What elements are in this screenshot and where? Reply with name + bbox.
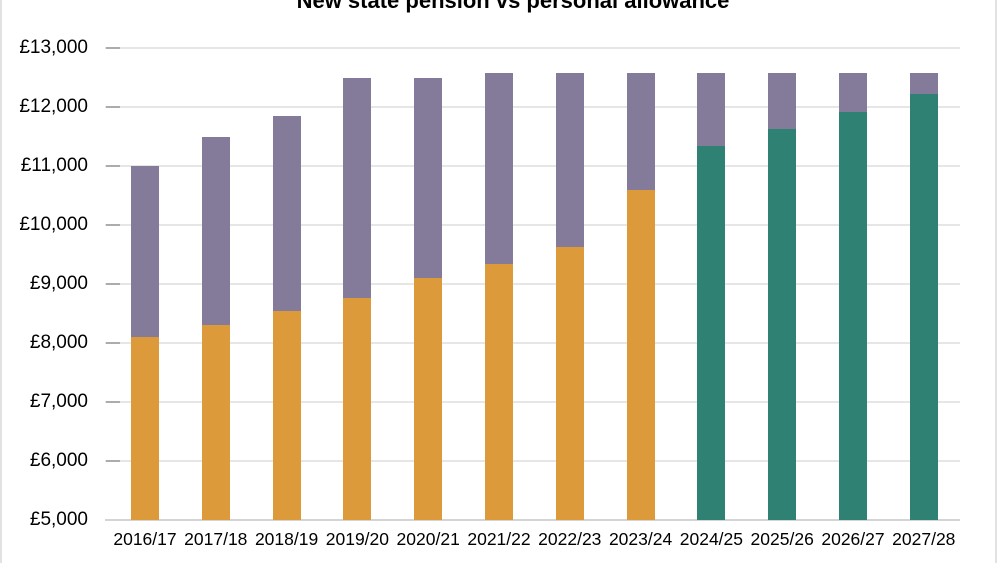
y-axis-label: £6,000 [29, 450, 88, 471]
bar-segment-pension-projected [839, 111, 867, 520]
y-axis-label: £11,000 [20, 155, 88, 176]
bar-segment-pension-projected [768, 129, 797, 520]
card-left-border [0, 0, 2, 563]
bar-segment-allowance-gap [414, 77, 443, 278]
bar-segment-pension-projected [697, 145, 726, 520]
bar-segment-pension-projected [909, 94, 938, 520]
bar-segment-allowance-gap [768, 73, 797, 130]
y-gridline [105, 460, 960, 462]
x-axis-label: 2027/28 [892, 529, 956, 549]
bar-segment-pension-actual [343, 297, 372, 520]
bar-segment-allowance-gap [626, 73, 655, 190]
bar-segment-pension-actual [201, 325, 230, 520]
y-axis-tick [106, 224, 120, 226]
y-axis-label: £12,000 [19, 96, 88, 117]
y-axis-label: £5,000 [29, 509, 88, 530]
y-axis-label: £7,000 [29, 391, 88, 412]
bar-segment-pension-actual [414, 277, 443, 520]
y-axis-label: £10,000 [19, 214, 88, 235]
y-gridline [105, 224, 960, 226]
y-axis-tick [106, 460, 120, 462]
x-axis-label: 2020/21 [396, 529, 460, 549]
bar-segment-allowance-gap [839, 73, 867, 112]
x-axis-label: 2016/17 [113, 529, 177, 549]
y-gridline [105, 283, 960, 285]
bar-segment-allowance-gap [555, 73, 584, 247]
y-gridline [105, 401, 960, 403]
y-gridline [105, 342, 960, 344]
y-axis-tick [106, 106, 120, 108]
bar-segment-allowance-gap [697, 73, 726, 146]
bar-segment-allowance-gap [343, 77, 372, 298]
bar-segment-pension-actual [485, 263, 513, 520]
y-gridline [105, 106, 960, 108]
x-axis-label: 2017/18 [184, 529, 248, 549]
bar-segment-pension-actual [131, 337, 159, 520]
bar-segment-allowance-gap [909, 73, 938, 95]
y-gridline [105, 165, 960, 167]
bar-segment-pension-actual [555, 246, 584, 520]
y-axis-tick [106, 401, 120, 403]
y-axis-label: £9,000 [29, 273, 88, 294]
bar-segment-pension-actual [272, 310, 301, 520]
chart-title: New state pension vs personal allowance [296, 0, 730, 13]
x-axis-label: 2026/27 [821, 529, 885, 549]
x-axis-label: 2022/23 [538, 529, 602, 549]
y-axis-tick [106, 342, 120, 344]
x-axis-label: 2024/25 [679, 529, 744, 549]
x-axis-label: 2018/19 [254, 529, 319, 549]
y-gridline [105, 47, 960, 49]
y-axis-tick [106, 165, 120, 167]
bar-segment-allowance-gap [272, 115, 301, 311]
bar-segment-pension-actual [626, 189, 655, 520]
x-axis-label: 2021/22 [467, 529, 531, 549]
x-axis-label: 2023/24 [608, 529, 673, 549]
y-axis-label: £8,000 [29, 332, 88, 353]
y-axis-tick [106, 47, 120, 49]
y-axis-label: £13,000 [19, 37, 88, 58]
card-right-border [995, 0, 997, 563]
bar-segment-allowance-gap [201, 136, 230, 326]
y-axis-tick [106, 283, 120, 285]
x-axis-label: 2025/26 [750, 529, 814, 549]
x-axis-label: 2019/20 [325, 529, 390, 549]
bar-segment-allowance-gap [485, 73, 513, 264]
bar-segment-allowance-gap [131, 166, 159, 338]
x-axis-line [105, 519, 960, 521]
